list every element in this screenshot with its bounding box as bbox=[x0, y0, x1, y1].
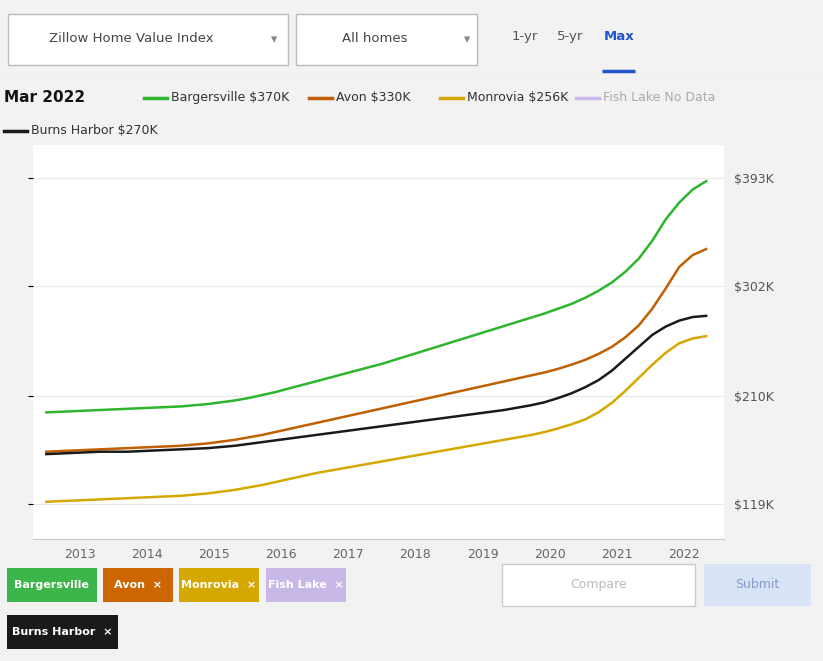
Text: Mar 2022: Mar 2022 bbox=[4, 91, 86, 105]
Text: Burns Harbor  ×: Burns Harbor × bbox=[12, 627, 113, 637]
Text: Avon $330K: Avon $330K bbox=[336, 91, 411, 104]
Text: Avon  ×: Avon × bbox=[114, 580, 162, 590]
Text: ▾: ▾ bbox=[271, 33, 277, 46]
Text: Monrovia  ×: Monrovia × bbox=[181, 580, 257, 590]
Text: 1-yr: 1-yr bbox=[512, 30, 538, 43]
Text: Fish Lake  ×: Fish Lake × bbox=[268, 580, 344, 590]
Text: All homes: All homes bbox=[342, 32, 407, 44]
Text: Bargersville $370K: Bargersville $370K bbox=[171, 91, 290, 104]
Text: Submit: Submit bbox=[735, 578, 779, 591]
Text: Bargersville: Bargersville bbox=[15, 580, 89, 590]
Text: ▾: ▾ bbox=[464, 33, 471, 46]
Text: Fish Lake No Data: Fish Lake No Data bbox=[603, 91, 716, 104]
FancyBboxPatch shape bbox=[704, 564, 811, 605]
FancyBboxPatch shape bbox=[103, 568, 173, 602]
Text: Zillow Home Value Index: Zillow Home Value Index bbox=[49, 32, 214, 44]
Text: Burns Harbor $270K: Burns Harbor $270K bbox=[31, 124, 158, 137]
FancyBboxPatch shape bbox=[266, 568, 346, 602]
FancyBboxPatch shape bbox=[8, 15, 288, 65]
Text: Max: Max bbox=[603, 30, 635, 43]
Text: Compare: Compare bbox=[570, 578, 627, 591]
FancyBboxPatch shape bbox=[7, 568, 97, 602]
Text: 5-yr: 5-yr bbox=[557, 30, 584, 43]
Text: Monrovia $256K: Monrovia $256K bbox=[467, 91, 569, 104]
FancyBboxPatch shape bbox=[179, 568, 259, 602]
FancyBboxPatch shape bbox=[502, 564, 695, 605]
FancyBboxPatch shape bbox=[7, 615, 118, 648]
FancyBboxPatch shape bbox=[296, 15, 477, 65]
